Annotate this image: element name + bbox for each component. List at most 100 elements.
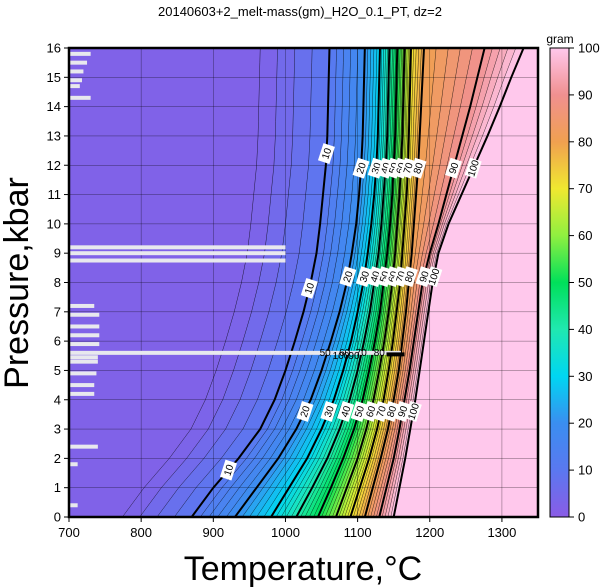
contour-label-text: 40 — [340, 404, 354, 418]
minor-contour — [226, 48, 359, 517]
contour-label-100: 100 — [464, 157, 482, 179]
x-tick-label: 800 — [130, 525, 152, 540]
contour-label-text: 80 — [403, 270, 417, 284]
x-tick-label: 1000 — [271, 525, 300, 540]
contour-label-text: 80 — [412, 161, 426, 175]
data-gap — [69, 383, 95, 388]
y-tick-label: 15 — [47, 70, 61, 85]
y-tick-label: 7 — [54, 304, 61, 319]
x-axis-ticks: 700 800 900 1000 1100 1200 1300 — [58, 517, 516, 540]
contour-label-20: 20 — [352, 157, 370, 179]
data-gap — [69, 69, 84, 74]
contour-label-bg — [337, 401, 355, 422]
contour-label-bg — [219, 459, 237, 481]
contour-label-text: 10 — [303, 281, 317, 295]
y-tick-label: 12 — [47, 158, 61, 173]
data-gap — [69, 503, 78, 508]
contour-label-30: 30 — [320, 401, 338, 422]
colorbar-tick-label: 30 — [578, 369, 592, 384]
data-gap — [69, 312, 100, 317]
minor-contour — [217, 48, 351, 517]
colorbar-tick-label: 70 — [578, 181, 592, 196]
contour-label-bg — [445, 157, 462, 179]
contour-label-20: 20 — [339, 266, 357, 288]
y-tick-label: 4 — [54, 392, 61, 407]
data-gap — [69, 350, 401, 355]
colorbar-ticks: 0 10 20 30 40 50 60 70 80 90 100 — [569, 41, 600, 525]
minor-contour — [174, 48, 313, 517]
contour-label-bg — [352, 157, 370, 179]
x-axis-label: Temperature,°C — [184, 550, 422, 587]
contour-label-bg — [400, 266, 418, 288]
y-tick-label: 5 — [54, 363, 61, 378]
contour-label-bg — [464, 157, 482, 179]
x-tick-label: 1100 — [344, 525, 372, 540]
contour-label-text: 20 — [342, 270, 356, 284]
y-tick-label: 11 — [48, 187, 62, 202]
colorbar-unit: gram — [546, 32, 573, 46]
y-axis-label: Pressure,kbar — [0, 177, 36, 389]
data-gap — [69, 355, 98, 360]
data-gap — [69, 245, 286, 250]
contour-label-text: 20 — [299, 404, 313, 418]
y-tick-label: 16 — [47, 41, 61, 56]
contour-label-10: 10 — [300, 277, 318, 299]
data-gaps — [69, 51, 401, 508]
contour-annotations: 50 60 70 80 100 90 — [320, 348, 405, 362]
contour-label-text: 10 — [320, 146, 334, 160]
data-gap — [69, 60, 88, 65]
minor-contour — [122, 48, 261, 517]
data-gap — [69, 258, 286, 263]
plot-area: 1010102020203030304040405050506060607070… — [69, 48, 538, 517]
contour-label-bg — [300, 277, 318, 299]
data-gap — [69, 371, 97, 376]
data-gap — [69, 359, 98, 364]
y-tick-label: 2 — [54, 451, 61, 466]
colorbar-tick-label: 10 — [578, 463, 592, 478]
minor-contour — [139, 48, 278, 517]
contour-label-text: 90 — [448, 161, 462, 175]
minor-contour — [156, 48, 296, 517]
contour-label-text: 100 — [427, 267, 443, 287]
y-tick-label: 13 — [47, 128, 61, 143]
data-gap — [69, 462, 78, 467]
contour-label-10: 10 — [317, 143, 335, 164]
y-tick-label: 9 — [54, 246, 61, 261]
contour-label-bg — [404, 401, 422, 422]
contour-label-text: 100 — [466, 158, 482, 178]
data-gap — [69, 84, 80, 89]
minor-contour — [370, 48, 449, 517]
colorbar-tick-label: 60 — [578, 228, 592, 243]
y-tick-label: 1 — [54, 480, 61, 495]
colorbar-tick-label: 50 — [578, 275, 592, 290]
contour-label-text: 100 — [406, 402, 422, 422]
data-gap — [69, 78, 82, 83]
data-gap — [69, 251, 286, 256]
contour-label-bg — [296, 401, 314, 422]
y-tick-label: 10 — [47, 216, 61, 231]
contour-label-40: 40 — [337, 401, 355, 422]
colorbar-scale — [549, 47, 570, 518]
data-gap — [69, 391, 95, 396]
contour-label-80: 80 — [400, 266, 418, 288]
contour-label-20: 20 — [296, 401, 314, 422]
x-tick-label: 700 — [58, 525, 80, 540]
contour-label-bg — [317, 143, 335, 164]
data-gap — [69, 444, 98, 449]
annotation-label: 100 — [333, 351, 350, 362]
data-gap — [69, 95, 91, 100]
colorbar-tick-label: 100 — [578, 41, 600, 56]
chart-title: 20140603+2_melt-mass(gm)_H2O_0.1_PT, dz=… — [158, 4, 442, 19]
y-tick-label: 0 — [54, 510, 61, 525]
contour-labels: 1010102020203030304040405050506060607070… — [219, 143, 482, 481]
y-tick-label: 8 — [54, 275, 61, 290]
colorbar-tick-label: 90 — [578, 87, 592, 102]
contour-label-text: 10 — [222, 463, 236, 477]
contour-label-100: 100 — [425, 266, 443, 288]
annotation-label: 80 — [374, 348, 386, 359]
contour-label-text: 30 — [323, 404, 337, 418]
annotation-label: 70 — [356, 348, 368, 359]
data-gap — [69, 324, 100, 329]
colorbar-tick-label: 0 — [578, 510, 585, 525]
